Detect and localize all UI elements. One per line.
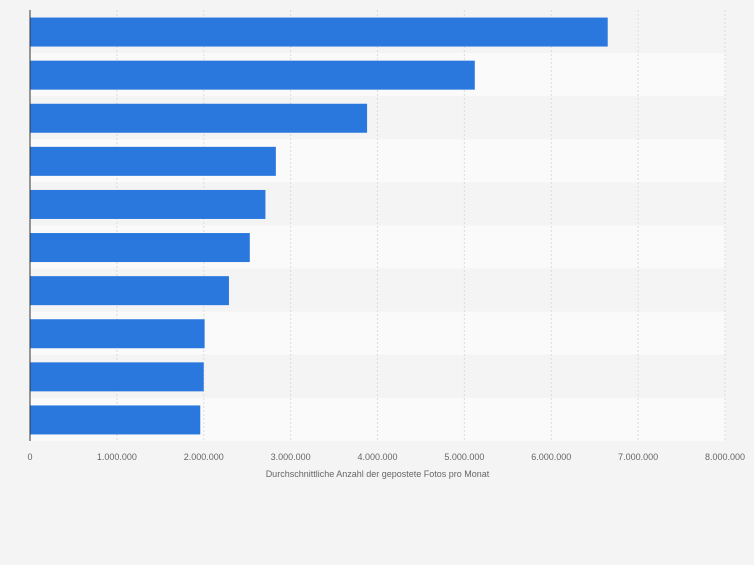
bar[interactable] (30, 146, 276, 176)
x-tick-label: 3.000.000 (271, 452, 311, 462)
x-tick-label: 5.000.000 (444, 452, 484, 462)
x-tick-label: 7.000.000 (618, 452, 658, 462)
bar[interactable] (30, 103, 368, 133)
x-tick-label: 1.000.000 (97, 452, 137, 462)
bar[interactable] (30, 405, 201, 435)
x-tick-label: 4.000.000 (357, 452, 397, 462)
x-tick-label: 2.000.000 (184, 452, 224, 462)
x-tick-label: 0 (27, 452, 32, 462)
bar[interactable] (30, 233, 250, 263)
bar[interactable] (30, 319, 205, 349)
bar[interactable] (30, 362, 204, 392)
x-axis-label: Durchschnittliche Anzahl der gepostete F… (266, 469, 490, 479)
bar[interactable] (30, 60, 475, 90)
x-tick-label: 6.000.000 (531, 452, 571, 462)
bar[interactable] (30, 189, 266, 219)
x-tick-labels: 0 1.000.000 2.000.000 3.000.000 4.000.000 5.0… (27, 452, 745, 462)
bar[interactable] (30, 17, 608, 47)
bar[interactable] (30, 276, 229, 306)
x-tick-label: 8.000.000 (705, 452, 745, 462)
bars (30, 17, 608, 435)
